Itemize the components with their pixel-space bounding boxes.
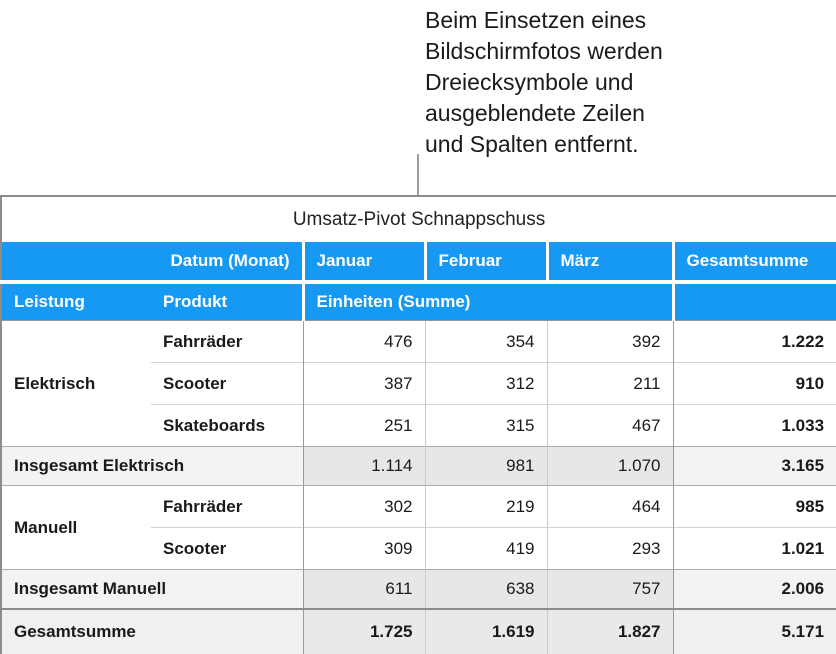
grand-total-value-cell: 1.827 xyxy=(546,608,673,654)
product-cell: Scooter xyxy=(151,362,303,405)
grand-total-label-cell: Gesamtsumme xyxy=(1,608,303,654)
grand-total-row: Gesamtsumme 1.725 1.619 1.827 5.171 xyxy=(1,608,836,654)
value-cell: 211 xyxy=(546,362,673,405)
header-februar: Februar xyxy=(423,242,547,284)
product-cell: Scooter xyxy=(151,527,303,570)
total-cell: 985 xyxy=(672,485,836,528)
header-gesamtsumme: Gesamtsumme xyxy=(671,242,836,284)
value-cell: 293 xyxy=(546,527,673,570)
header-januar: Januar xyxy=(301,242,425,284)
callout-text-line: Dreiecksymbole und xyxy=(425,69,634,95)
subtotal-total-cell: 3.165 xyxy=(672,446,836,486)
table-row: Scooter 387 312 211 910 xyxy=(1,362,836,405)
total-cell: 1.021 xyxy=(672,527,836,570)
value-cell: 309 xyxy=(302,527,425,570)
value-cell: 302 xyxy=(302,485,425,528)
value-cell: 354 xyxy=(424,320,547,363)
header-leistung: Leistung xyxy=(1,282,151,321)
subtotal-total-cell: 2.006 xyxy=(672,569,836,610)
callout-text-line: und Spalten entfernt. xyxy=(425,131,639,157)
callout-text-line: ausgeblendete Zeilen xyxy=(425,100,645,126)
value-cell: 476 xyxy=(302,320,425,363)
subtotal-label-cell: Insgesamt Manuell xyxy=(1,569,303,610)
grand-total-cell: 5.171 xyxy=(672,608,836,654)
header-row-fields: Leistung Produkt Einheiten (Summe) xyxy=(1,282,836,321)
product-cell: Fahrräder xyxy=(151,485,303,528)
table-row: Scooter 309 419 293 1.021 xyxy=(1,527,836,570)
subtotal-row: Insgesamt Manuell 611 638 757 2.006 xyxy=(1,569,836,610)
callout-text-line: Beim Einsetzen eines xyxy=(425,7,647,33)
table-title: Umsatz-Pivot Schnappschuss xyxy=(1,196,836,242)
subtotal-row: Insgesamt Elektrisch 1.114 981 1.070 3.1… xyxy=(1,446,836,486)
table-row: Elektrisch Fahrräder 476 354 392 1.222 xyxy=(1,320,836,447)
value-cell: 312 xyxy=(424,362,547,405)
header-empty-cell xyxy=(671,282,836,321)
value-cell: 419 xyxy=(424,527,547,570)
pivot-table: Umsatz-Pivot Schnappschuss Datum (Monat)… xyxy=(0,195,836,654)
subtotal-value-cell: 638 xyxy=(424,569,547,610)
table-row: Skateboards 251 315 467 1.033 xyxy=(1,404,836,447)
header-einheiten-summe: Einheiten (Summe) xyxy=(301,282,673,321)
table-title-row: Umsatz-Pivot Schnappschuss xyxy=(1,196,836,242)
group-label-cell: Elektrisch xyxy=(1,320,151,447)
grand-total-value-cell: 1.725 xyxy=(302,608,425,654)
group-label-cell: Manuell xyxy=(1,485,151,570)
value-cell: 315 xyxy=(424,404,547,447)
subtotal-value-cell: 1.114 xyxy=(302,446,425,486)
total-cell: 1.033 xyxy=(672,404,836,447)
product-cell: Skateboards xyxy=(151,404,303,447)
callout-text: Beim Einsetzen eines Bildschirmfotos wer… xyxy=(425,5,663,160)
value-cell: 251 xyxy=(302,404,425,447)
subtotal-value-cell: 1.070 xyxy=(546,446,673,486)
header-maerz: März xyxy=(545,242,673,284)
total-cell: 910 xyxy=(672,362,836,405)
callout-text-line: Bildschirmfotos werden xyxy=(425,38,663,64)
grand-total-value-cell: 1.619 xyxy=(424,608,547,654)
value-cell: 467 xyxy=(546,404,673,447)
subtotal-value-cell: 611 xyxy=(302,569,425,610)
table-row: Manuell Fahrräder 302 219 464 985 xyxy=(1,485,836,570)
product-cell: Fahrräder xyxy=(151,320,303,363)
header-datum-monat: Datum (Monat) xyxy=(1,242,303,284)
callout-connector-line xyxy=(417,154,419,195)
value-cell: 464 xyxy=(546,485,673,528)
subtotal-label-cell: Insgesamt Elektrisch xyxy=(1,446,303,486)
total-cell: 1.222 xyxy=(672,320,836,363)
value-cell: 219 xyxy=(424,485,547,528)
header-produkt: Produkt xyxy=(151,282,303,321)
header-row-months: Datum (Monat) Januar Februar März Gesamt… xyxy=(1,242,836,284)
value-cell: 387 xyxy=(302,362,425,405)
value-cell: 392 xyxy=(546,320,673,363)
subtotal-value-cell: 757 xyxy=(546,569,673,610)
subtotal-value-cell: 981 xyxy=(424,446,547,486)
